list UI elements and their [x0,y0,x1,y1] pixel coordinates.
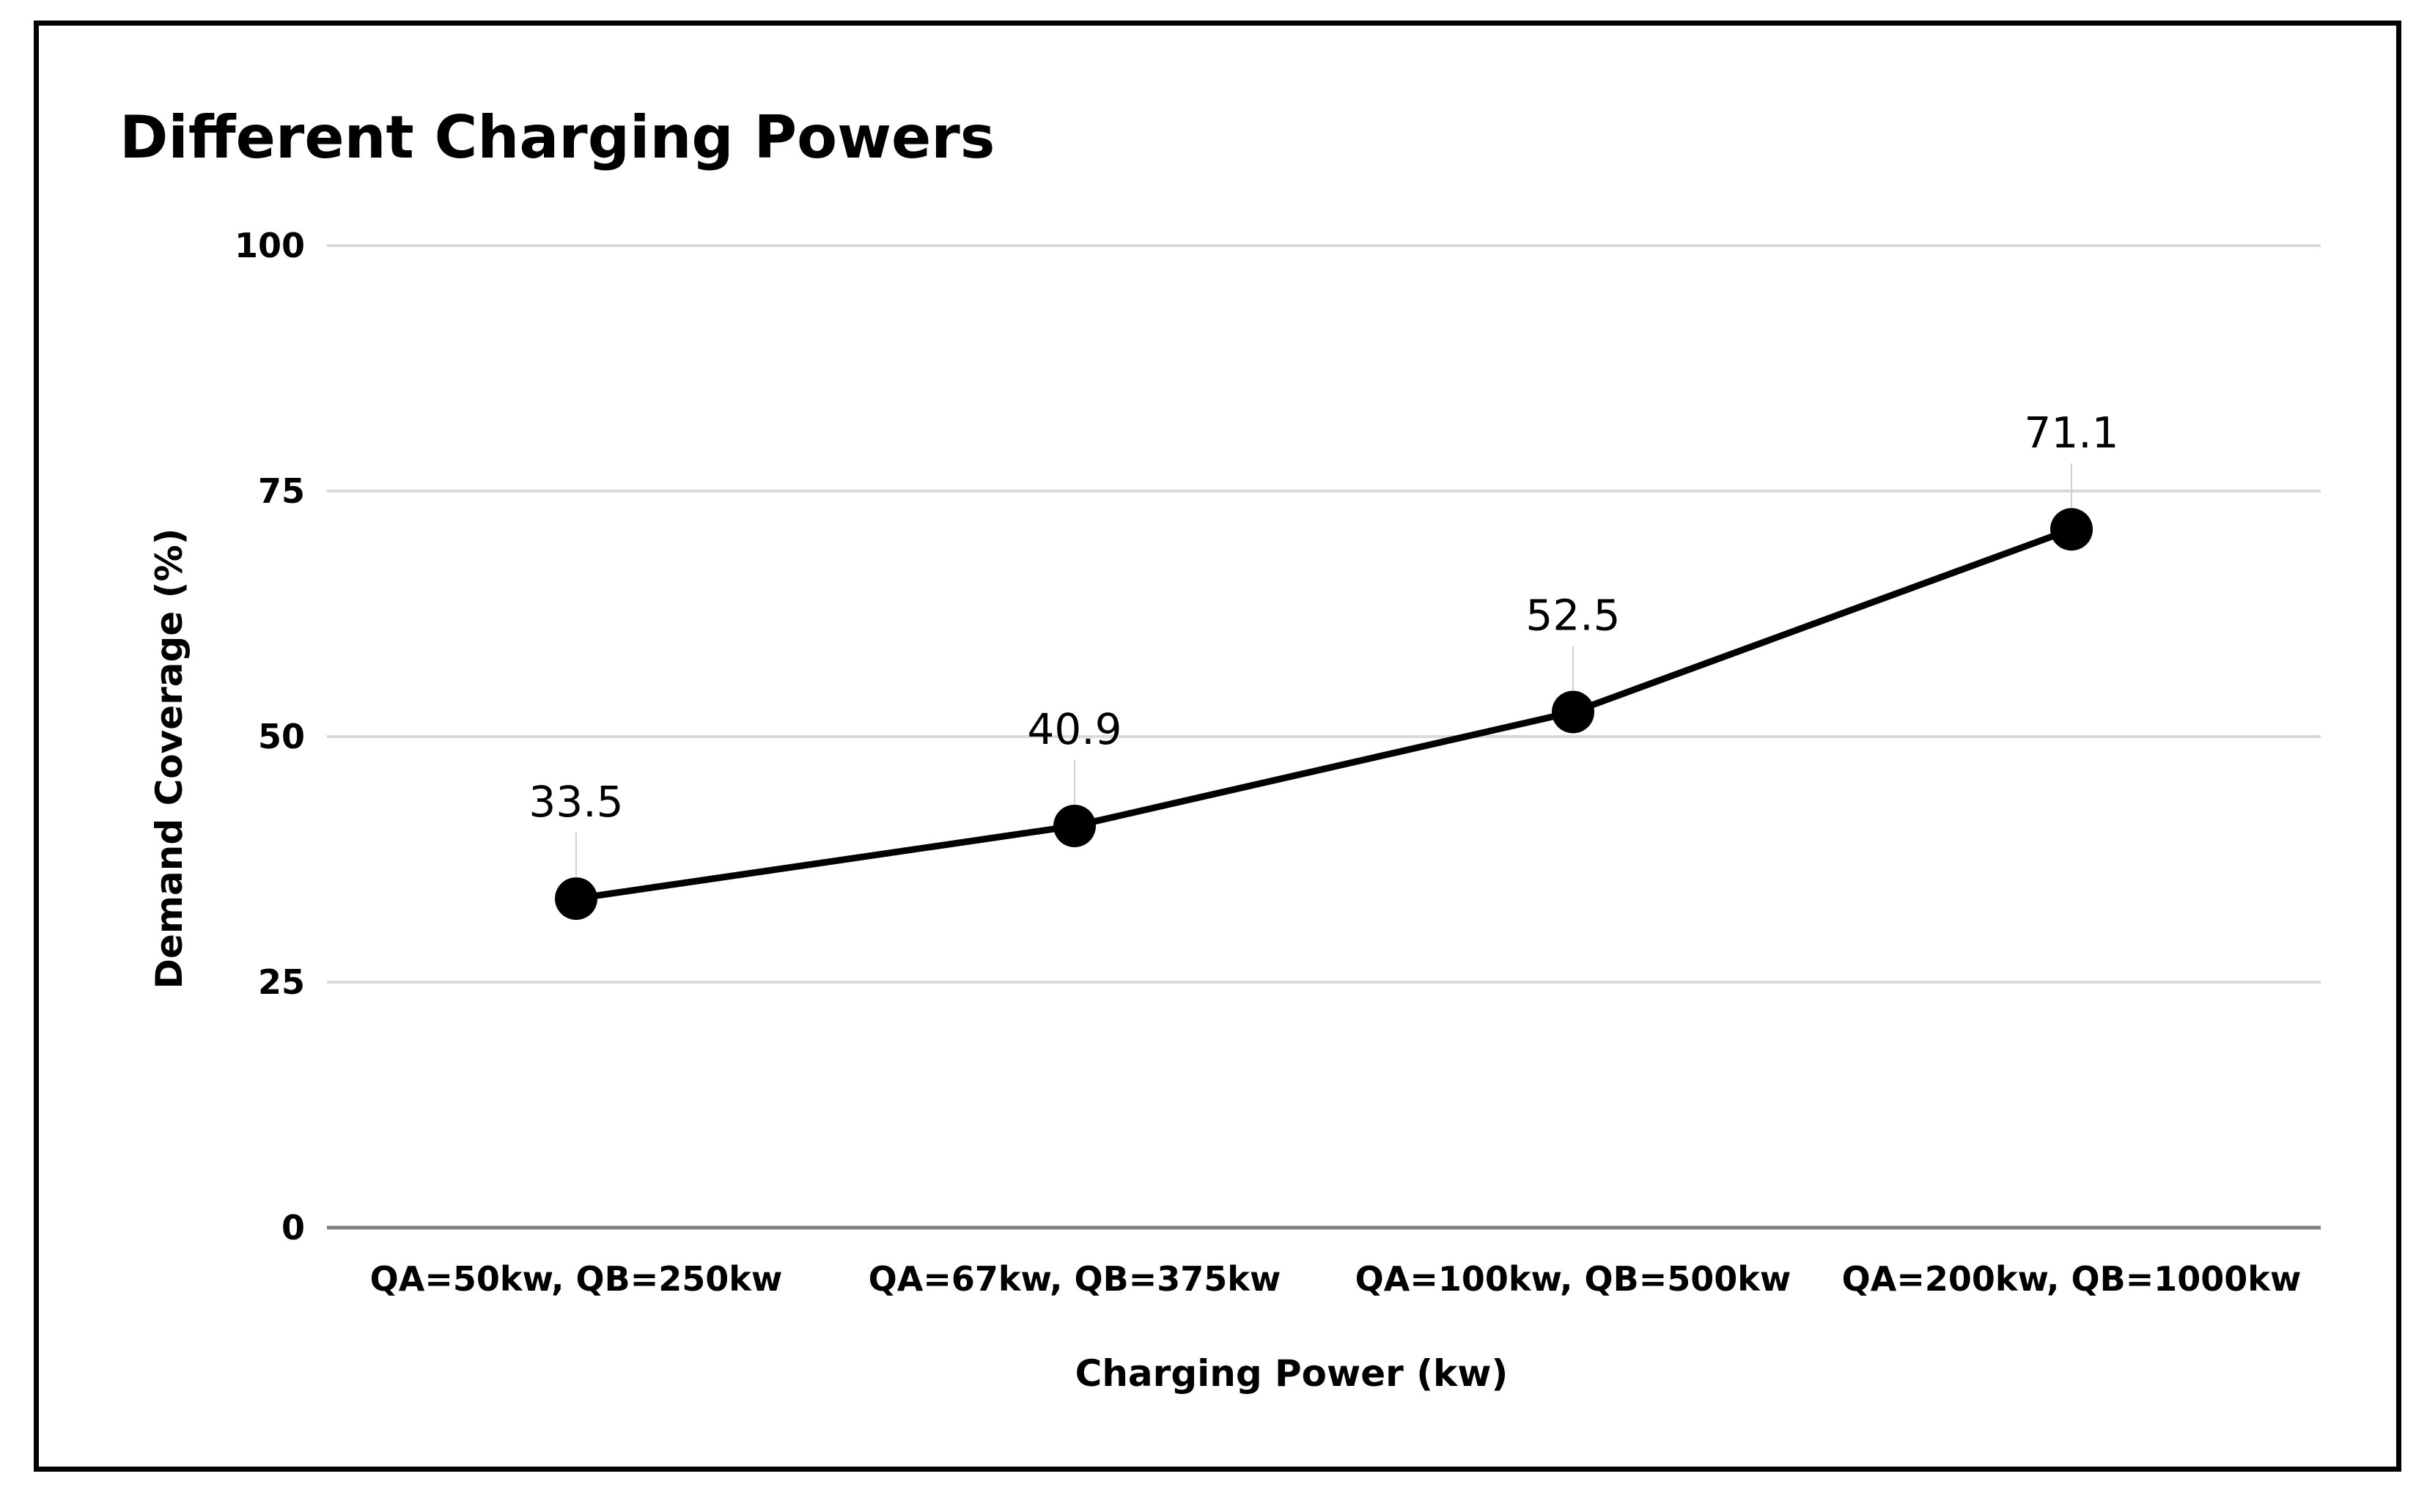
gridlines [327,244,2321,1230]
data-label-1: 33.5 [529,777,623,827]
y-tick-label-25: 25 [258,962,305,1002]
data-point-1 [555,877,597,921]
x-tick-label-2: QA=67kw, QB=375kw [869,1259,1281,1299]
data-point-2 [1053,804,1096,847]
y-tick-label-50: 50 [258,717,305,756]
data-label-leaders [575,463,2072,877]
data-labels: 33.5 40.9 52.5 71.1 [529,407,2118,827]
x-tick-label-4: QA=200kw, QB=1000kw [1842,1259,2302,1299]
data-label-3: 52.5 [1525,591,1620,641]
chart-frame: Different Charging Powers 0 25 50 75 100 QA=… [34,21,2401,1472]
x-axis-title: Charging Power (kw) [1075,1352,1509,1395]
chart-title: Different Charging Powers [119,103,995,172]
x-tick-label-1: QA=50kw, QB=250kw [370,1259,783,1299]
y-tick-label-75: 75 [258,471,305,511]
y-tick-label-100: 100 [235,226,305,265]
data-points [555,508,2093,921]
series-line [575,526,2073,902]
data-point-4 [2050,508,2093,551]
x-tick-label-3: QA=100kw, QB=500kw [1355,1259,1791,1299]
x-axis-ticks: QA=50kw, QB=250kw QA=67kw, QB=375kw QA=100… [370,1259,2302,1299]
y-tick-label-0: 0 [281,1208,305,1247]
y-axis-ticks: 0 25 50 75 100 [235,226,305,1247]
y-axis-title: Demand Coverage (%) [148,528,191,989]
data-point-3 [1552,690,1594,734]
data-label-2: 40.9 [1027,704,1122,754]
chart-svg: Different Charging Powers 0 25 50 75 100 QA=… [119,103,2321,1395]
data-label-4: 71.1 [2024,407,2118,457]
